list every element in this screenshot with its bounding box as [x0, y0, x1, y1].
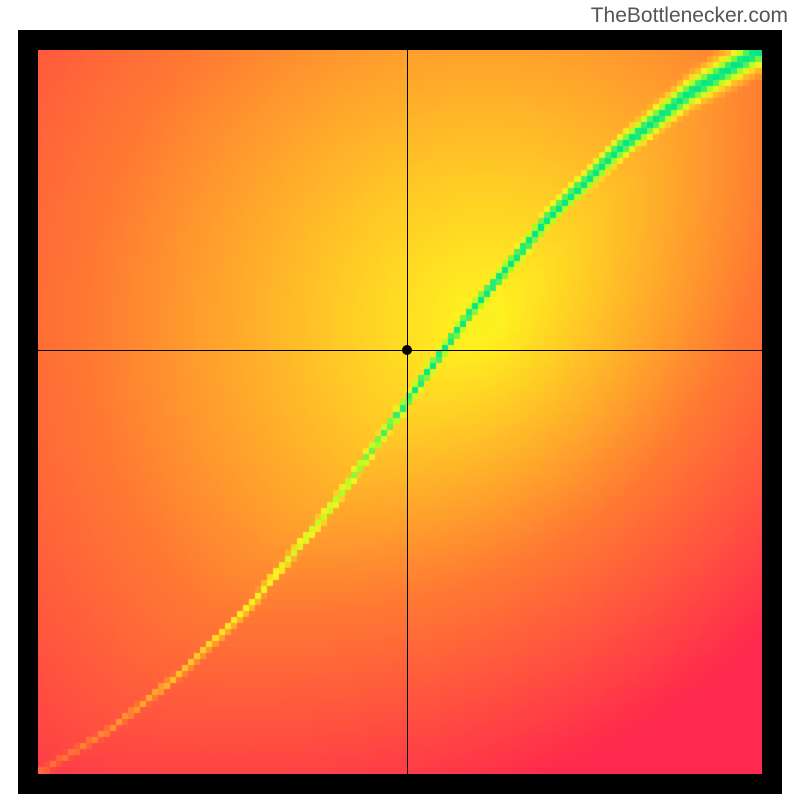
crosshair-marker-dot: [402, 345, 412, 355]
chart-frame: [18, 30, 782, 794]
crosshair-horizontal: [38, 350, 762, 351]
plot-area: [38, 50, 762, 774]
chart-container: TheBottlenecker.com: [0, 0, 800, 800]
crosshair-vertical: [407, 50, 408, 774]
attribution-label: TheBottlenecker.com: [591, 4, 788, 28]
heatmap-canvas: [38, 50, 762, 774]
